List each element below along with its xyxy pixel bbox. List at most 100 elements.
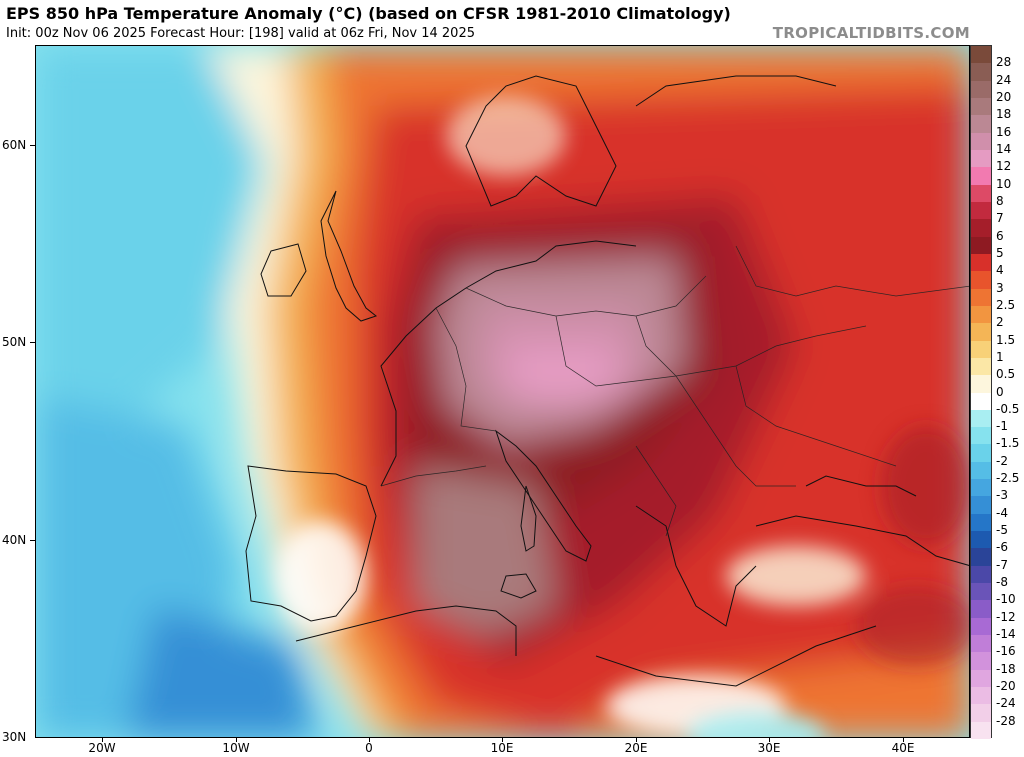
colorbar-label: -14 <box>996 627 1016 642</box>
colorbar-label: -18 <box>996 661 1016 676</box>
colorbar-swatch <box>971 97 991 116</box>
colorbar-label: -10 <box>996 592 1016 607</box>
lat-label-40n: 40N <box>2 533 27 547</box>
colorbar-label: -20 <box>996 679 1016 694</box>
colorbar-swatch <box>971 305 991 324</box>
lon-label-0: 0 <box>365 741 373 755</box>
lat-tick <box>30 145 35 146</box>
colorbar-swatch <box>971 461 991 480</box>
colorbar-swatch <box>971 357 991 376</box>
colorbar-swatch <box>971 340 991 359</box>
political-borders <box>380 245 969 537</box>
colorbar-label: 20 <box>996 89 1012 104</box>
colorbar-label: 8 <box>996 193 1004 208</box>
colorbar-label: 1.5 <box>996 332 1016 347</box>
colorbar-swatch <box>971 46 991 64</box>
colorbar-label: -16 <box>996 644 1016 659</box>
colorbar-swatch <box>971 253 991 272</box>
colorbar-swatch <box>971 271 991 290</box>
colorbar-swatch <box>971 184 991 203</box>
colorbar-swatch <box>971 583 991 601</box>
lon-tick <box>636 738 637 742</box>
colorbar-swatch <box>971 375 991 393</box>
colorbar-label: -24 <box>996 696 1016 711</box>
coastlines <box>245 75 969 687</box>
colorbar-label: 24 <box>996 72 1012 87</box>
colorbar-label: 10 <box>996 176 1012 191</box>
lat-tick <box>30 342 35 343</box>
colorbar-label: 3 <box>996 280 1004 295</box>
colorbar-swatch <box>971 201 991 220</box>
map-title: EPS 850 hPa Temperature Anomaly (°C) (ba… <box>6 4 731 23</box>
colorbar-label: -6 <box>996 540 1008 555</box>
colorbar-label: -7 <box>996 557 1008 572</box>
colorbar <box>970 45 992 740</box>
colorbar-swatch <box>971 687 991 705</box>
lat-tick <box>30 540 35 541</box>
anomaly-map <box>35 45 970 738</box>
site-brand[interactable]: TROPICALTIDBITS.COM <box>772 24 970 42</box>
colorbar-label: 16 <box>996 124 1012 139</box>
map-subtitle: Init: 00z Nov 06 2025 Forecast Hour: [19… <box>6 26 475 41</box>
colorbar-label: 2.5 <box>996 297 1016 312</box>
lon-label-20w: 20W <box>88 741 116 755</box>
colorbar-swatch <box>971 565 991 584</box>
colorbar-label: 14 <box>996 141 1012 156</box>
lon-label-40e: 40E <box>891 741 915 755</box>
colorbar-label: -8 <box>996 575 1008 590</box>
colorbar-swatch <box>971 704 991 723</box>
colorbar-swatch <box>971 132 991 151</box>
colorbar-label: 5 <box>996 245 1004 260</box>
colorbar-label: 18 <box>996 107 1012 122</box>
colorbar-swatch <box>971 427 991 445</box>
colorbar-label: -5 <box>996 523 1008 538</box>
colorbar-label: -12 <box>996 609 1016 624</box>
colorbar-swatch <box>971 635 991 653</box>
colorbar-swatch <box>971 652 991 671</box>
colorbar-label: -1.5 <box>996 436 1020 451</box>
colorbar-swatch <box>971 80 991 99</box>
colorbar-label: -0.5 <box>996 401 1020 416</box>
lon-tick <box>369 738 370 742</box>
lon-label-30e: 30E <box>757 741 781 755</box>
colorbar-swatch <box>971 531 991 549</box>
colorbar-swatch <box>971 444 991 463</box>
colorbar-swatch <box>971 63 991 82</box>
colorbar-label: 12 <box>996 159 1012 174</box>
lon-tick <box>102 738 103 742</box>
colorbar-swatch <box>971 219 991 238</box>
colorbar-label: -4 <box>996 505 1008 520</box>
colorbar-swatch <box>971 721 991 740</box>
colorbar-swatch <box>971 115 991 134</box>
colorbar-label: 7 <box>996 211 1004 226</box>
lon-tick <box>903 738 904 742</box>
colorbar-swatch <box>971 496 991 515</box>
colorbar-label: 0.5 <box>996 367 1016 382</box>
lon-tick <box>236 738 237 742</box>
colorbar-label: -3 <box>996 488 1008 503</box>
lon-tick <box>502 738 503 742</box>
lat-label-50n: 50N <box>2 335 27 349</box>
colorbar-label: 6 <box>996 228 1004 243</box>
colorbar-label: 28 <box>996 55 1012 70</box>
colorbar-swatch <box>971 409 991 428</box>
colorbar-label: -28 <box>996 713 1016 728</box>
colorbar-swatch <box>971 669 991 688</box>
colorbar-swatch <box>971 288 991 307</box>
lon-tick <box>769 738 770 742</box>
anomaly-map-canvas <box>36 46 969 737</box>
colorbar-swatch <box>971 513 991 532</box>
lat-label-60n: 60N <box>2 138 27 152</box>
colorbar-label: 0 <box>996 384 1004 399</box>
lon-label-20e: 20E <box>624 741 648 755</box>
colorbar-swatch <box>971 323 991 341</box>
colorbar-swatch <box>971 167 991 186</box>
colorbar-swatch <box>971 548 991 567</box>
colorbar-swatch <box>971 479 991 497</box>
colorbar-label: 4 <box>996 263 1004 278</box>
colorbar-swatch <box>971 617 991 636</box>
colorbar-label: -2.5 <box>996 471 1020 486</box>
lon-label-10w: 10W <box>222 741 250 755</box>
colorbar-label: 1 <box>996 349 1004 364</box>
colorbar-label: -1 <box>996 419 1008 434</box>
